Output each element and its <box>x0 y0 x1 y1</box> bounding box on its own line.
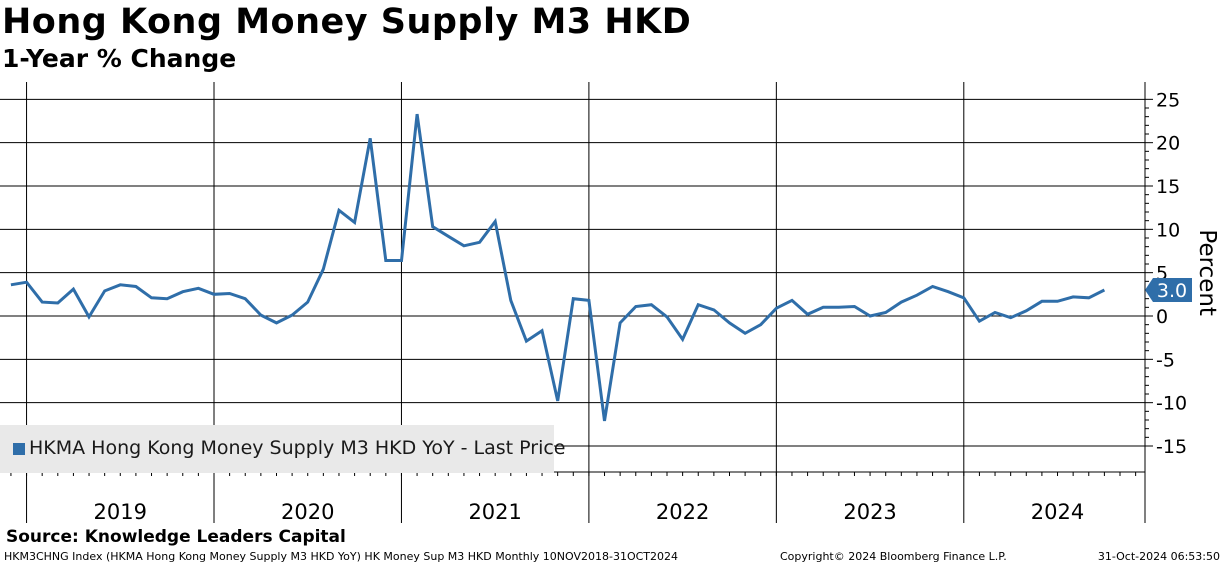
source-note: Source: Knowledge Leaders Capital <box>6 527 346 547</box>
legend[interactable]: HKMA Hong Kong Money Supply M3 HKD YoY -… <box>0 425 565 473</box>
chart-subtitle: 1-Year % Change <box>2 44 237 73</box>
y-tick-label: -10 <box>1156 393 1187 415</box>
x-tick-label: 2021 <box>468 500 521 524</box>
y-tick-label: 0 <box>1156 306 1168 328</box>
y-tick-label: -15 <box>1156 436 1187 458</box>
timestamp: 31-Oct-2024 06:53:50 <box>1097 550 1220 563</box>
copyright-note: Copyright© 2024 Bloomberg Finance L.P. <box>780 550 1007 563</box>
y-tick-label: -5 <box>1156 349 1175 371</box>
series-line <box>10 113 1106 422</box>
y-axis-title: Percent <box>1194 229 1220 316</box>
last-price-badge <box>1145 278 1192 302</box>
x-tick-label: 2022 <box>656 500 709 524</box>
x-tick-label: 2019 <box>94 500 147 524</box>
x-tick-label: 2023 <box>843 500 896 524</box>
ticker-description: HKM3CHNG Index (HKMA Hong Kong Money Sup… <box>4 550 679 563</box>
y-tick-label: 20 <box>1156 133 1180 155</box>
legend-swatch <box>13 443 25 455</box>
x-tick-label: 2024 <box>1031 500 1084 524</box>
y-tick-label: 25 <box>1156 89 1180 111</box>
y-tick-label: 15 <box>1156 176 1180 198</box>
legend-label: HKMA Hong Kong Money Supply M3 HKD YoY -… <box>29 437 566 459</box>
y-tick-label: 10 <box>1156 219 1180 241</box>
x-tick-label: 2020 <box>281 500 334 524</box>
chart-title: Hong Kong Money Supply M3 HKD <box>2 2 692 42</box>
last-price-label: 3.0 <box>1157 280 1187 302</box>
